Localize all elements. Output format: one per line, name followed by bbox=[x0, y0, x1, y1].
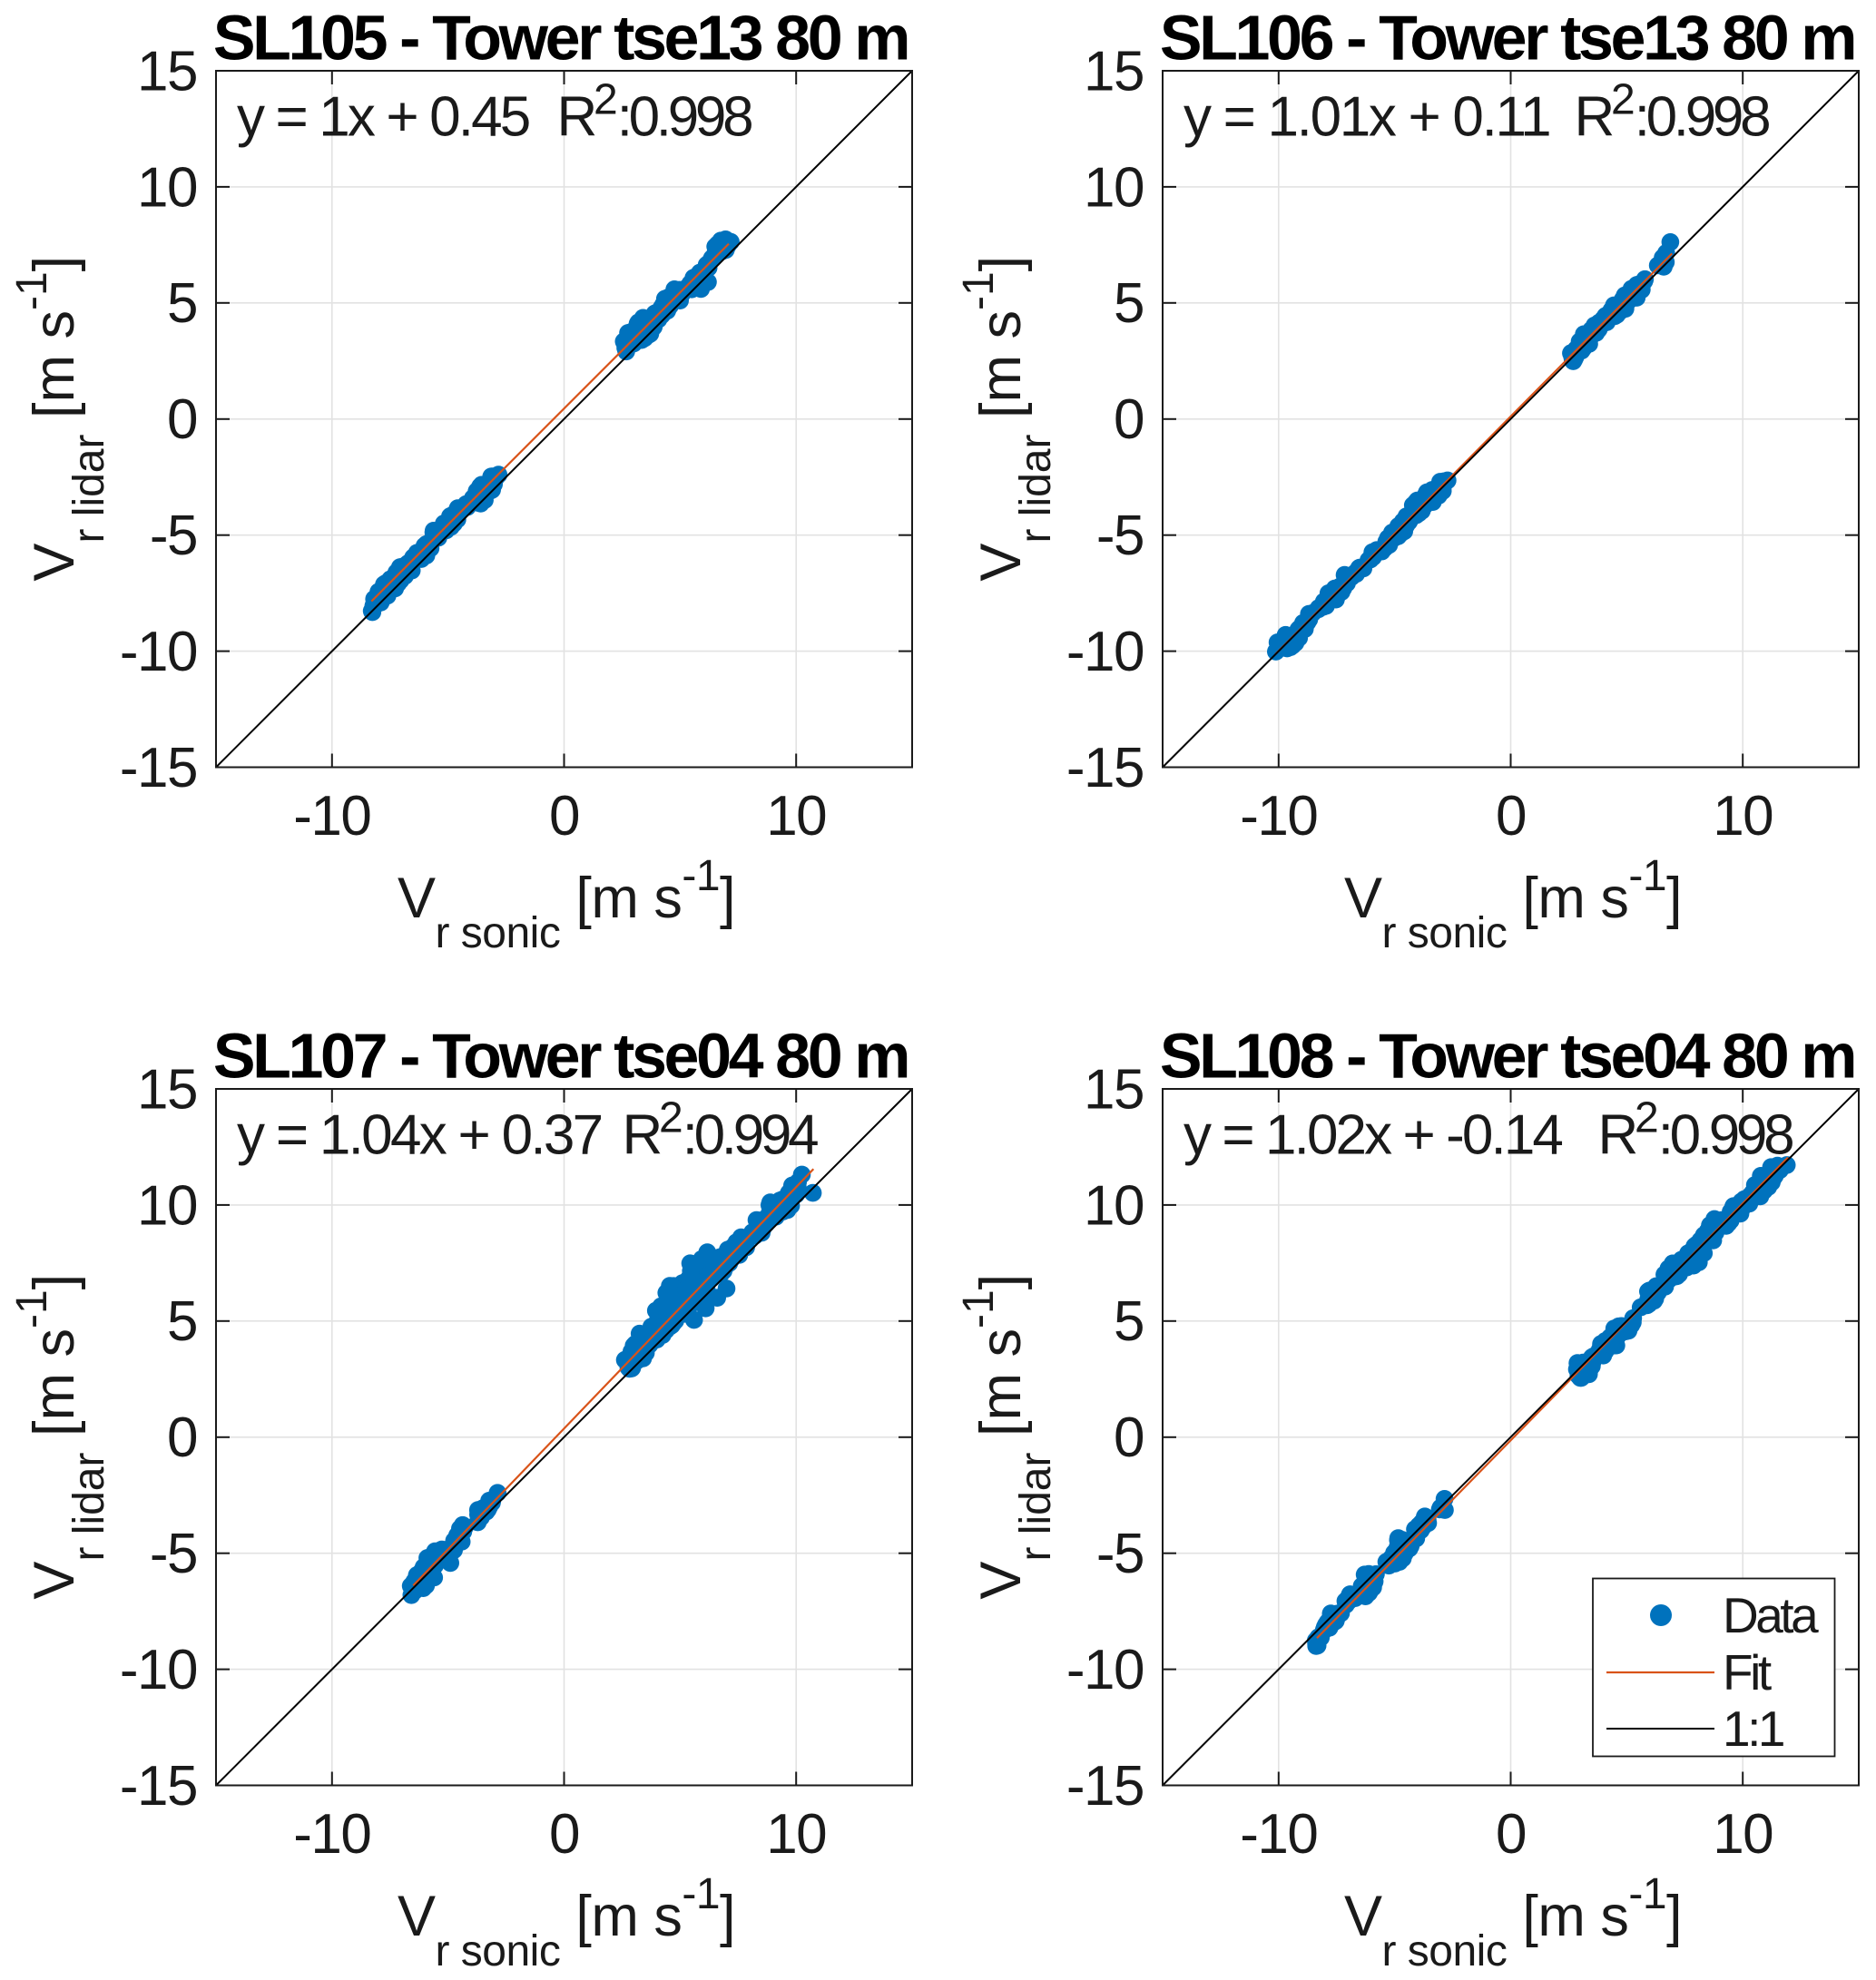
svg-text:-5: -5 bbox=[150, 505, 197, 567]
svg-text:SL105 - Tower tse13 80 m: SL105 - Tower tse13 80 m bbox=[213, 3, 908, 74]
svg-text:5: 5 bbox=[167, 1290, 197, 1353]
svg-text:SL108 - Tower tse04 80 m: SL108 - Tower tse04 80 m bbox=[1160, 1021, 1854, 1092]
svg-text:-15: -15 bbox=[120, 737, 197, 799]
svg-text:0: 0 bbox=[549, 785, 579, 848]
svg-text:y = 1.01x + 0.11: y = 1.01x + 0.11 bbox=[1184, 85, 1549, 148]
svg-text:15: 15 bbox=[137, 1058, 197, 1121]
svg-text:SL107 - Tower tse04 80 m: SL107 - Tower tse04 80 m bbox=[213, 1021, 908, 1092]
svg-text:5: 5 bbox=[1114, 1290, 1144, 1353]
svg-text:-10: -10 bbox=[1066, 621, 1144, 683]
svg-text:15: 15 bbox=[137, 40, 197, 103]
svg-text:-10: -10 bbox=[1240, 785, 1317, 848]
svg-text:Data: Data bbox=[1723, 1587, 1819, 1643]
svg-text:5: 5 bbox=[167, 272, 197, 335]
svg-text:Fit: Fit bbox=[1723, 1644, 1772, 1701]
svg-text:-5: -5 bbox=[1096, 1523, 1144, 1585]
svg-text:0: 0 bbox=[167, 388, 197, 451]
svg-text:R2:0.994: R2:0.994 bbox=[623, 1093, 819, 1166]
svg-text:-5: -5 bbox=[1096, 505, 1144, 567]
svg-text:1:1: 1:1 bbox=[1723, 1701, 1783, 1757]
svg-text:-10: -10 bbox=[120, 1639, 197, 1701]
svg-text:-10: -10 bbox=[293, 785, 370, 848]
svg-text:15: 15 bbox=[1084, 40, 1144, 103]
svg-text:10: 10 bbox=[1084, 1174, 1144, 1237]
svg-text:-10: -10 bbox=[1066, 1639, 1144, 1701]
svg-text:15: 15 bbox=[1084, 1058, 1144, 1121]
svg-text:10: 10 bbox=[1084, 156, 1144, 219]
svg-text:-15: -15 bbox=[1066, 1755, 1144, 1818]
svg-text:R2:0.998: R2:0.998 bbox=[1598, 1093, 1793, 1166]
svg-text:10: 10 bbox=[137, 156, 197, 219]
svg-text:10: 10 bbox=[137, 1174, 197, 1237]
svg-text:10: 10 bbox=[1713, 1803, 1773, 1866]
svg-text:y = 1.02x + -0.14: y = 1.02x + -0.14 bbox=[1184, 1103, 1562, 1166]
svg-text:SL106 - Tower tse13 80 m: SL106 - Tower tse13 80 m bbox=[1160, 3, 1854, 74]
svg-text:5: 5 bbox=[1114, 272, 1144, 335]
svg-text:R2:0.998: R2:0.998 bbox=[557, 75, 752, 148]
svg-text:y = 1.04x + 0.37: y = 1.04x + 0.37 bbox=[237, 1103, 602, 1166]
svg-text:-10: -10 bbox=[1240, 1803, 1317, 1866]
svg-text:-15: -15 bbox=[120, 1755, 197, 1818]
svg-text:0: 0 bbox=[1114, 388, 1144, 451]
svg-text:-10: -10 bbox=[120, 621, 197, 683]
svg-text:0: 0 bbox=[1496, 1803, 1526, 1866]
svg-text:10: 10 bbox=[766, 785, 826, 848]
svg-text:10: 10 bbox=[1713, 785, 1773, 848]
svg-text:0: 0 bbox=[549, 1803, 579, 1866]
svg-text:-15: -15 bbox=[1066, 737, 1144, 799]
svg-text:0: 0 bbox=[1496, 785, 1526, 848]
svg-text:-10: -10 bbox=[293, 1803, 370, 1866]
svg-text:0: 0 bbox=[1114, 1407, 1144, 1469]
svg-text:0: 0 bbox=[167, 1407, 197, 1469]
svg-text:R2:0.998: R2:0.998 bbox=[1575, 75, 1770, 148]
svg-text:y = 1x + 0.45: y = 1x + 0.45 bbox=[237, 85, 529, 148]
svg-text:-5: -5 bbox=[150, 1523, 197, 1585]
svg-text:10: 10 bbox=[766, 1803, 826, 1866]
